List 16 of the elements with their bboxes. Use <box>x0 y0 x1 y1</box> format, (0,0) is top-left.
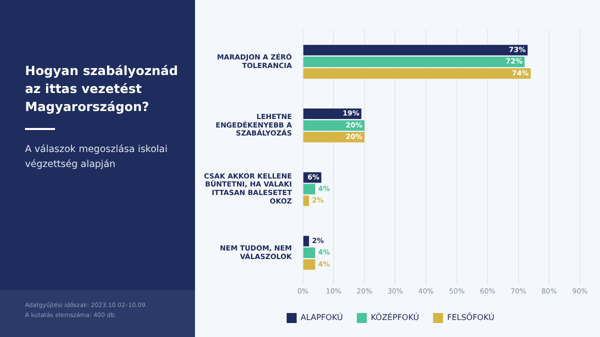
bar <box>303 108 362 120</box>
bar <box>303 68 531 79</box>
bar <box>303 236 310 246</box>
text: A válaszok megoszlása iskolai végzettség alapján <box>25 143 168 172</box>
bar <box>303 196 310 206</box>
legend-label: KÖZÉPFOKÚ <box>370 312 420 322</box>
legend-label: FELSŐFOKÚ <box>447 312 495 322</box>
bar <box>303 184 316 194</box>
legend-label: ALAPFOKÚ <box>300 312 343 322</box>
bar <box>303 132 364 142</box>
bar <box>303 248 316 258</box>
bar <box>303 120 364 131</box>
bar <box>303 56 525 68</box>
bar <box>303 259 316 270</box>
bar <box>303 44 528 56</box>
text: Hogyan szabályoznád az ittas vezetést Magyarországon? <box>25 62 179 116</box>
